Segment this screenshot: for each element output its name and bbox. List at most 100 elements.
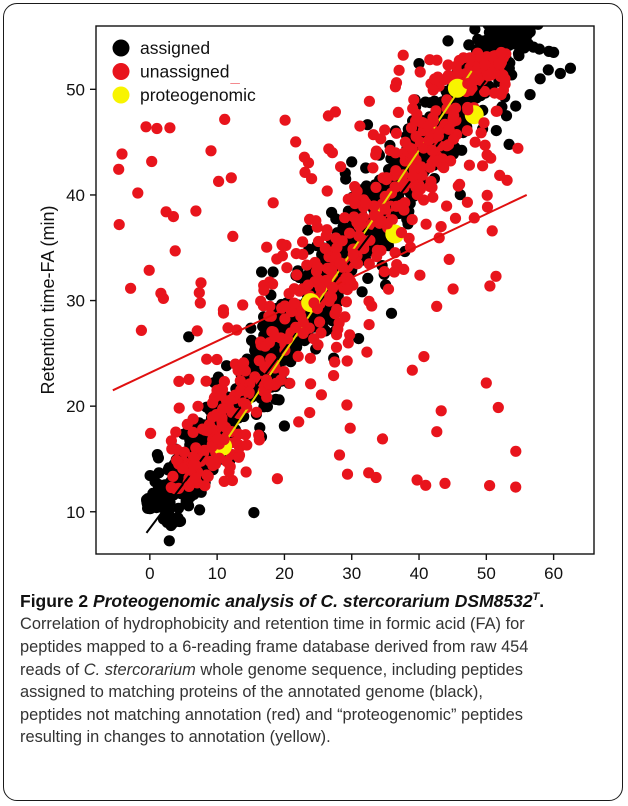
unassigned-point — [367, 129, 379, 141]
assigned-point — [506, 26, 518, 34]
assigned-point — [454, 189, 466, 201]
unassigned-point — [197, 423, 209, 435]
unassigned-point — [190, 205, 202, 217]
assigned-point — [522, 4, 533, 9]
assigned-point — [151, 449, 163, 461]
unassigned-point — [367, 162, 379, 174]
assigned-point — [512, 12, 523, 23]
unassigned-point — [202, 470, 214, 482]
unassigned-point — [293, 285, 306, 297]
assigned-point — [470, 26, 476, 27]
unassigned-point — [225, 394, 237, 406]
unassigned-point — [475, 127, 487, 139]
unassigned-point — [443, 123, 455, 135]
assigned-point — [533, 4, 544, 8]
unassigned-point — [269, 331, 281, 343]
assigned-point — [497, 4, 508, 11]
unassigned-point — [225, 172, 237, 184]
unassigned-point — [237, 299, 249, 311]
unassigned-point — [278, 366, 290, 378]
assigned-point — [346, 156, 358, 168]
unassigned-point — [461, 125, 473, 137]
unassigned-point — [312, 339, 324, 351]
assigned-point — [163, 535, 175, 547]
unassigned-point — [378, 266, 390, 278]
unassigned-point — [361, 346, 373, 358]
x-tick-label: 40 — [410, 564, 429, 583]
unassigned-point — [442, 69, 454, 81]
unassigned-point — [448, 110, 460, 122]
unassigned-point — [157, 292, 169, 304]
assigned-point — [502, 12, 513, 23]
unassigned-point — [145, 427, 157, 439]
assigned-point — [164, 516, 176, 528]
unassigned-point — [205, 145, 217, 157]
figure-panel: 01020304050601020304050Hydrophobicity-FA… — [3, 3, 623, 801]
unassigned-point — [478, 117, 490, 129]
assigned-point — [527, 41, 540, 53]
x-tick-label: 10 — [208, 564, 227, 583]
unassigned-point — [267, 197, 279, 209]
unassigned-point — [370, 471, 382, 484]
assigned-point — [248, 507, 260, 519]
assigned-point — [538, 5, 549, 16]
unassigned-point — [390, 165, 402, 177]
assigned-point — [510, 4, 521, 9]
unassigned-point — [201, 353, 213, 365]
assigned-point — [548, 46, 560, 59]
assigned-point — [528, 4, 539, 8]
assigned-point — [496, 4, 507, 15]
unassigned-point — [340, 296, 352, 308]
unassigned-point — [183, 373, 195, 385]
unassigned-point — [415, 161, 427, 173]
unassigned-point — [481, 149, 493, 161]
unassigned-point — [143, 264, 155, 276]
assigned-point — [521, 4, 532, 5]
assigned-point — [486, 12, 497, 23]
unassigned-point — [305, 378, 317, 390]
x-tick-label: 30 — [342, 564, 361, 583]
assigned-point — [519, 5, 530, 16]
assigned-point — [500, 110, 513, 122]
assigned-point — [356, 286, 368, 298]
unassigned-point — [435, 221, 447, 233]
assigned-point — [539, 5, 550, 16]
unassigned-point — [211, 353, 223, 366]
unassigned-point — [363, 295, 375, 307]
assigned-point — [531, 4, 542, 5]
unassigned-point — [297, 327, 309, 339]
unassigned-point — [183, 480, 195, 492]
unassigned-point — [331, 329, 343, 341]
unassigned-point — [290, 321, 302, 333]
unassigned-point — [403, 232, 415, 244]
assigned-point — [524, 4, 535, 11]
unassigned-point — [113, 163, 125, 175]
unassigned-point — [438, 162, 450, 174]
unassigned-point — [321, 185, 333, 197]
unassigned-point — [410, 181, 422, 193]
unassigned-point — [424, 180, 436, 192]
unassigned-point — [238, 357, 250, 369]
unassigned-point — [447, 133, 460, 145]
unassigned-point — [341, 399, 353, 411]
assigned-point — [534, 4, 545, 13]
unassigned-point — [200, 375, 212, 387]
unassigned-point — [348, 211, 360, 223]
unassigned-point — [301, 259, 313, 271]
assigned-point — [515, 26, 519, 27]
y-axis-label: Retention time-FA (min) — [38, 205, 58, 394]
unassigned-point — [213, 175, 225, 187]
assigned-point — [523, 13, 534, 24]
unassigned-point — [427, 84, 439, 96]
unassigned-point — [347, 248, 359, 260]
unassigned-point — [190, 442, 202, 454]
assigned-point — [519, 4, 530, 7]
unassigned-point — [477, 160, 489, 172]
caption-line-5: peptides not matching annotation (red) a… — [20, 705, 523, 724]
unassigned-point — [445, 155, 457, 167]
assigned-point — [330, 213, 342, 225]
assigned-point — [518, 6, 529, 17]
unassigned-point — [331, 303, 343, 315]
unassigned-point — [284, 377, 296, 389]
assigned-point — [150, 495, 162, 507]
